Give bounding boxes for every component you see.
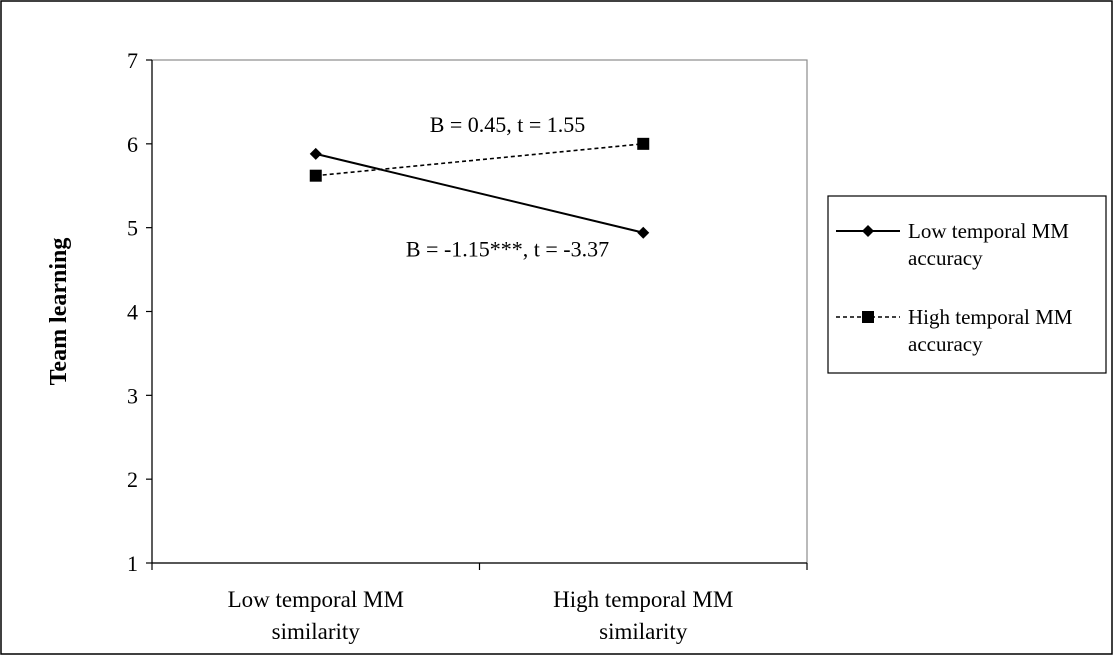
y-tick-label: 2 bbox=[127, 467, 138, 492]
x-category-label-line: High temporal MM bbox=[553, 587, 733, 612]
y-tick-label: 6 bbox=[127, 132, 138, 157]
x-category-label-line: similarity bbox=[272, 619, 361, 644]
x-category-label: Low temporal MM similarity bbox=[228, 587, 404, 644]
series-line bbox=[315, 143, 644, 177]
series-layer bbox=[309, 137, 650, 239]
series-2 bbox=[309, 137, 650, 182]
x-category-label-line: similarity bbox=[599, 619, 688, 644]
x-category-label-line: Low temporal MM bbox=[228, 587, 404, 612]
legend-label-line: Low temporal MM bbox=[908, 219, 1069, 243]
y-tick-label: 5 bbox=[127, 216, 138, 241]
data-point bbox=[637, 137, 650, 150]
y-tick-label: 4 bbox=[127, 300, 138, 325]
series-1 bbox=[309, 147, 650, 239]
legend-swatch-marker bbox=[862, 225, 874, 237]
y-tick-label: 1 bbox=[127, 551, 138, 576]
legend-item: High temporal MM accuracy bbox=[836, 305, 1073, 356]
legend-swatch-marker bbox=[862, 311, 874, 323]
legend: Low temporal MM accuracy High temporal MM a… bbox=[827, 195, 1107, 374]
legend-label: High temporal MM accuracy bbox=[908, 305, 1073, 356]
x-category-label: High temporal MM similarity bbox=[553, 587, 733, 644]
annotation-layer: B = 0.45, t = 1.55 B = -1.15***, t = -3.3… bbox=[406, 112, 609, 262]
data-point bbox=[637, 226, 650, 239]
data-point bbox=[309, 169, 322, 182]
annotation-label: B = 0.45, t = 1.55 bbox=[430, 112, 586, 137]
legend-item: Low temporal MM accuracy bbox=[836, 219, 1069, 270]
annotation-label: B = -1.15***, t = -3.37 bbox=[406, 237, 609, 262]
y-axis-title: Team learning bbox=[46, 238, 72, 386]
legend-label-line: accuracy bbox=[908, 246, 983, 270]
legend-label-line: High temporal MM bbox=[908, 305, 1073, 329]
legend-label-line: accuracy bbox=[908, 332, 983, 356]
legend-box bbox=[827, 195, 1107, 374]
data-point bbox=[309, 147, 322, 160]
legend-label: Low temporal MM accuracy bbox=[908, 219, 1069, 270]
y-tick-label: 7 bbox=[127, 48, 138, 73]
y-tick-label: 3 bbox=[127, 383, 138, 408]
series-line bbox=[315, 152, 644, 234]
